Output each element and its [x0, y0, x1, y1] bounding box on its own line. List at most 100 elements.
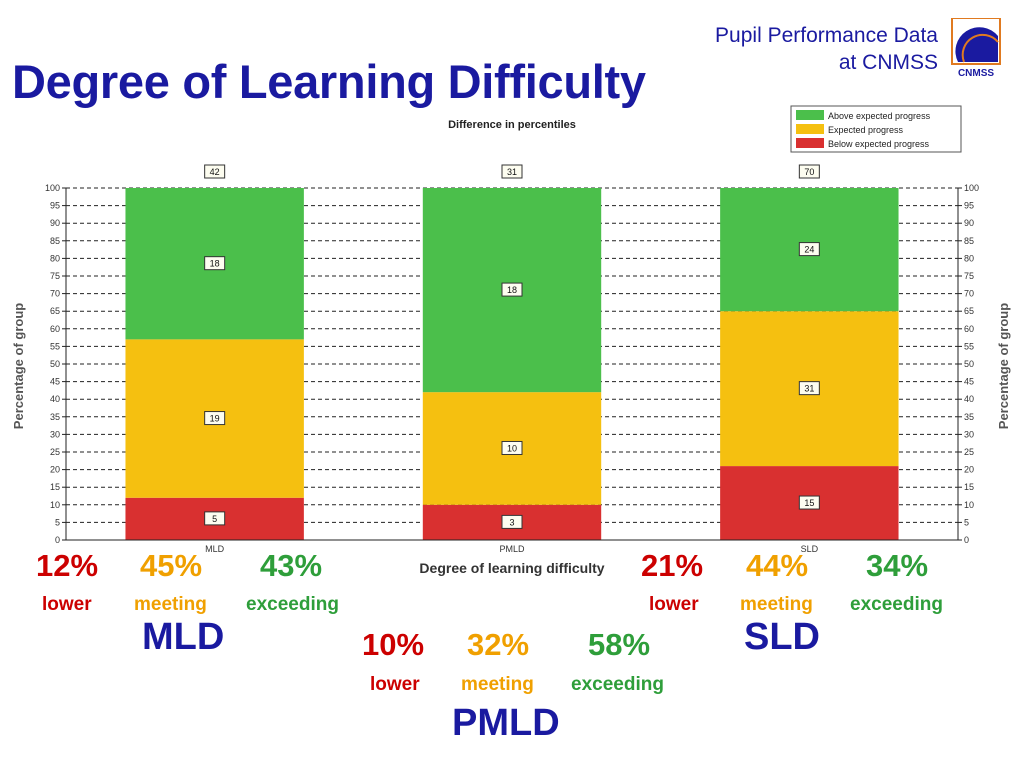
- mld-exceeding-label: exceeding: [246, 594, 339, 615]
- y-tick-label-left: 30: [50, 429, 60, 439]
- pmld-meeting-label: meeting: [461, 674, 534, 695]
- y-tick-label-left: 70: [50, 289, 60, 299]
- segment-count-label-text: 10: [507, 443, 517, 453]
- bars: [125, 188, 899, 540]
- segment-count-label-box: [501, 514, 523, 529]
- mld-lower-percent: 12%: [36, 548, 99, 583]
- y-tick-label-left: 65: [50, 306, 60, 316]
- y-tick-label-right: 40: [964, 394, 974, 404]
- total-count-label: 70: [798, 164, 820, 179]
- y-tick-label-left: 100: [45, 183, 60, 193]
- brand-line-2: at CNMSS: [838, 51, 938, 74]
- mld-meeting-label: meeting: [134, 594, 207, 615]
- segment-count-label-text: 24: [804, 245, 814, 255]
- y-tick-label-right: 95: [964, 201, 974, 211]
- pmld-exceeding-label: exceeding: [571, 674, 664, 695]
- segment-count-label-text: 15: [804, 498, 814, 508]
- y-tick-label-left: 0: [55, 535, 60, 545]
- y-tick-label-left: 25: [50, 447, 60, 457]
- y-tick-label-left: 85: [50, 236, 60, 246]
- y-tick-label-left: 35: [50, 412, 60, 422]
- y-tick-label-right: 35: [964, 412, 974, 422]
- y-tick-label-right: 85: [964, 236, 974, 246]
- y-tick-label-left: 10: [50, 500, 60, 510]
- total-count-label-text: 70: [804, 167, 814, 177]
- y-tick-label-left: 5: [55, 517, 60, 527]
- y-tick-label-right: 45: [964, 377, 974, 387]
- segment-count-label-box: [798, 381, 820, 396]
- legend-swatch: [796, 110, 824, 120]
- total-count-label-box: [501, 164, 523, 179]
- legend: Above expected progress Expected progress…: [790, 105, 962, 153]
- legend-swatch: [796, 124, 824, 134]
- y-tick-label-right: 65: [964, 306, 974, 316]
- legend-label: Below expected progress: [828, 139, 930, 149]
- segment-count-label-box: [204, 256, 226, 271]
- sld-exceeding-percent: 34%: [866, 548, 929, 583]
- logo-arc-line: [961, 33, 999, 63]
- x-tick-label: MLD: [205, 544, 225, 554]
- mld-exceeding-percent: 43%: [260, 548, 323, 583]
- sld-lower-label: lower: [649, 594, 699, 615]
- total-count-label-box: [204, 164, 226, 179]
- segment-count-label: 5: [204, 511, 226, 526]
- total-count-label-text: 31: [507, 167, 517, 177]
- y-tick-label-right: 100: [964, 183, 979, 193]
- segment-count-label: 3: [501, 514, 523, 529]
- pmld-category-name: PMLD: [452, 702, 560, 744]
- page-title: Degree of Learning Difficulty: [12, 55, 646, 108]
- logo-text: CNMSS: [958, 68, 994, 79]
- y-tick-label-left: 40: [50, 394, 60, 404]
- y-tick-label-right: 80: [964, 253, 974, 263]
- segment-count-label-text: 19: [210, 414, 220, 424]
- y-tick-label-right: 25: [964, 447, 974, 457]
- y-tick-label-right: 30: [964, 429, 974, 439]
- brand-caption: Pupil Performance Data at CNMSS: [715, 22, 938, 76]
- mld-meeting-percent: 45%: [140, 548, 203, 583]
- x-tick-label: SLD: [801, 544, 819, 554]
- y-tick-label-right: 75: [964, 271, 974, 281]
- legend-label: Above expected progress: [828, 111, 931, 121]
- y-axis-title-left: Percentage of group: [11, 303, 26, 429]
- y-tick-label-left: 20: [50, 465, 60, 475]
- sld-lower-percent: 21%: [641, 548, 704, 583]
- mld-category-name: MLD: [142, 616, 225, 658]
- y-tick-label-left: 55: [50, 341, 60, 351]
- y-tick-label-right: 5: [964, 517, 969, 527]
- segment-count-label-text: 3: [509, 517, 514, 527]
- y-tick-label-right: 20: [964, 465, 974, 475]
- sld-meeting-label: meeting: [740, 594, 813, 615]
- sld-exceeding-label: exceeding: [850, 594, 943, 615]
- segment-count-label-text: 31: [804, 384, 814, 394]
- y-tick-label-right: 10: [964, 500, 974, 510]
- y-tick-label-right: 0: [964, 535, 969, 545]
- segment-count-label: 18: [501, 282, 523, 297]
- sld-category-name: SLD: [744, 616, 820, 658]
- y-tick-label-left: 90: [50, 218, 60, 228]
- y-tick-label-left: 75: [50, 271, 60, 281]
- segment-count-label-text: 18: [210, 259, 220, 269]
- y-tick-label-right: 90: [964, 218, 974, 228]
- x-axis-title: Degree of learning difficulty: [419, 560, 604, 576]
- x-tick-label: PMLD: [499, 544, 525, 554]
- legend-swatch: [796, 138, 824, 148]
- segment-count-label: 18: [204, 256, 226, 271]
- segment-count-label: 10: [501, 440, 523, 455]
- sld-meeting-percent: 44%: [746, 548, 809, 583]
- y-tick-label-right: 70: [964, 289, 974, 299]
- pmld-lower-label: lower: [370, 674, 420, 695]
- y-tick-label-left: 95: [50, 201, 60, 211]
- y-tick-label-right: 60: [964, 324, 974, 334]
- mld-lower-label: lower: [42, 594, 92, 615]
- segment-count-label-box: [501, 282, 523, 297]
- bar-labels: 5 19 18 42 3 10 18 31 15 31 24 70: [204, 164, 820, 529]
- y-axis-title-right: Percentage of group: [996, 303, 1011, 429]
- pmld-meeting-percent: 32%: [467, 627, 530, 662]
- segment-count-label-text: 18: [507, 285, 517, 295]
- y-tick-label-left: 15: [50, 482, 60, 492]
- y-tick-label-left: 50: [50, 359, 60, 369]
- y-tick-label-right: 50: [964, 359, 974, 369]
- total-count-label-box: [798, 164, 820, 179]
